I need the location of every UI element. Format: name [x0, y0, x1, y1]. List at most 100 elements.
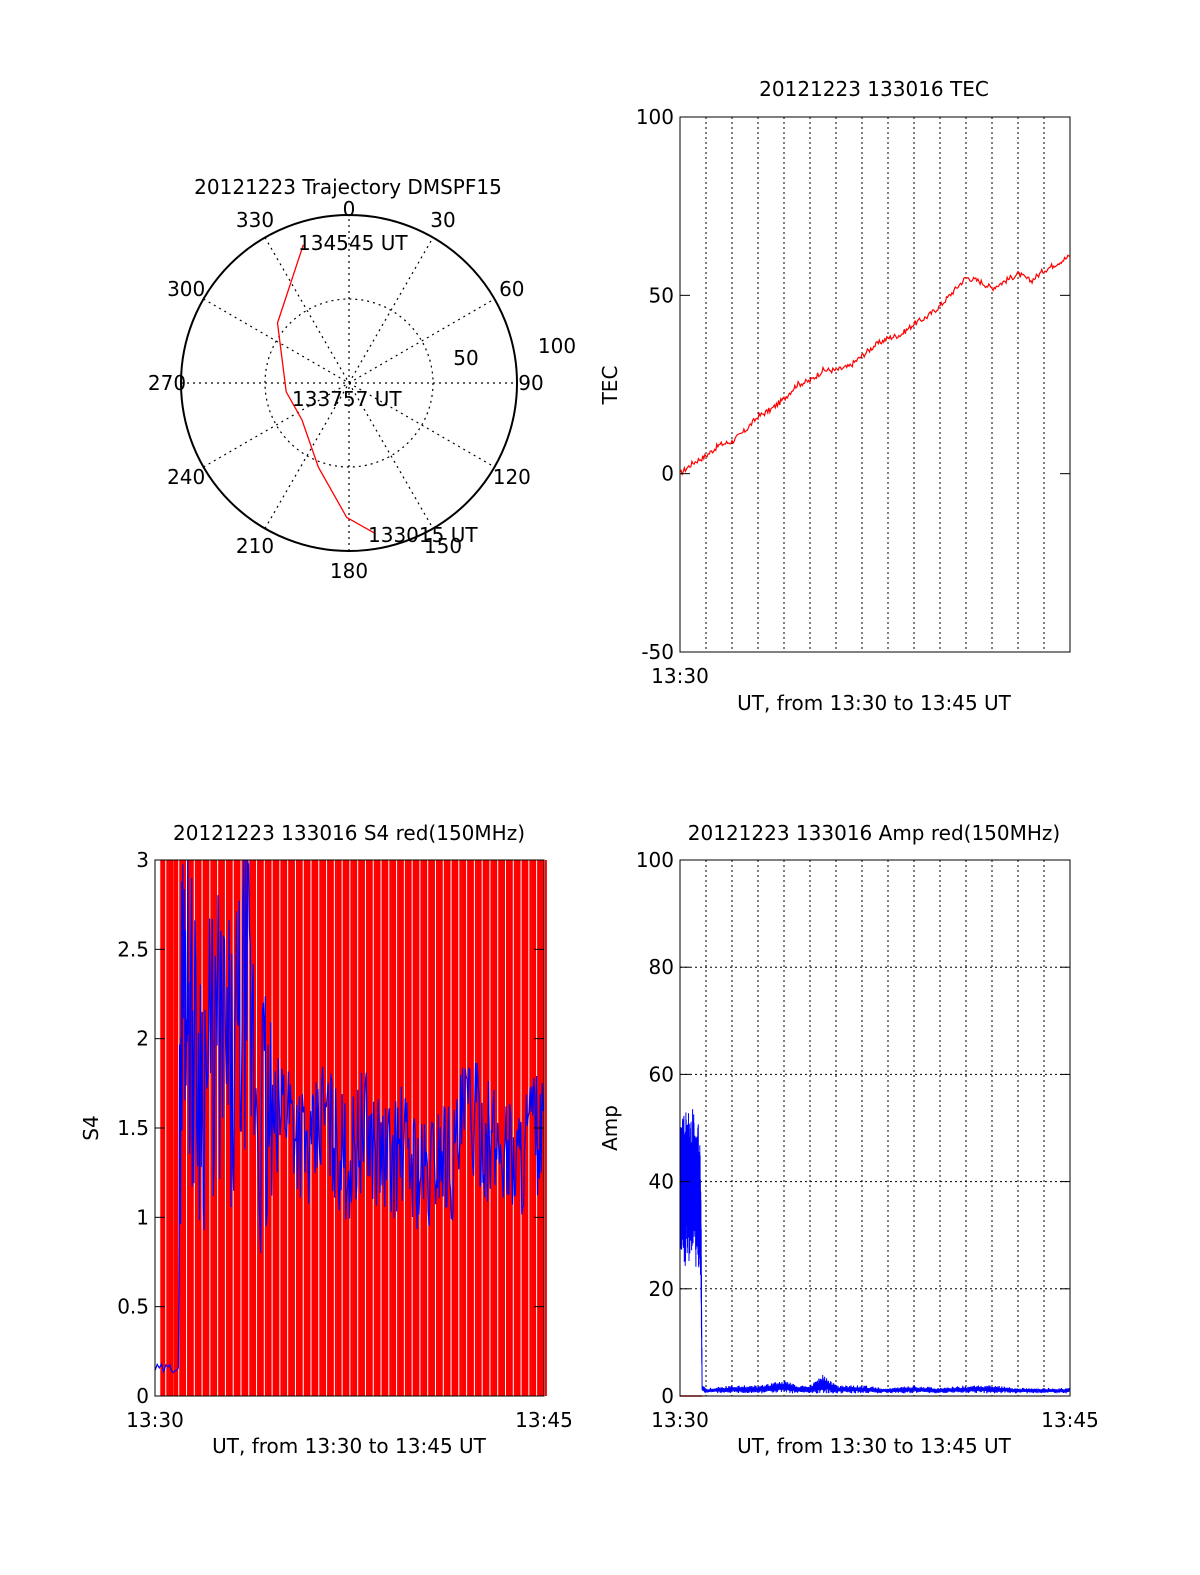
s4-red-spike: [435, 860, 438, 1396]
s4-red-spike: [249, 860, 252, 1396]
polar-azimuth-label: 210: [236, 534, 274, 558]
polar-azimuth-label: 150: [424, 534, 462, 558]
s4-ytick-label: 3: [136, 848, 149, 872]
tec-ylabel: TEC: [598, 366, 622, 406]
polar-annotation-mid: 133757 UT: [292, 387, 402, 411]
s4-red-spike: [521, 860, 524, 1396]
amp-ytick-label: 60: [649, 1062, 674, 1086]
s4-ytick-label: 1: [136, 1205, 149, 1229]
polar-azimuth-label: 120: [493, 465, 531, 489]
s4-red-spike: [181, 860, 187, 1396]
amp-blue-line: [679, 1109, 1070, 1395]
amp-xlabel: UT, from 13:30 to 13:45 UT: [737, 1434, 1012, 1458]
s4-red-spike: [507, 860, 513, 1396]
s4-blue-line: [154, 859, 544, 1374]
s4-ylabel: S4: [79, 1115, 103, 1140]
s4-red-spike: [344, 860, 350, 1396]
amp-ytick-label: 0: [661, 1384, 674, 1408]
amp-xtick-label: 13:45: [1041, 1408, 1099, 1432]
s4-red-spike: [500, 860, 506, 1396]
s4-red-spike: [531, 860, 537, 1396]
s4-red-spike: [429, 860, 435, 1396]
s4-red-spike: [350, 860, 353, 1396]
s4-red-spike: [274, 860, 280, 1396]
s4-red-spike: [219, 860, 225, 1396]
polar-panel: 20121223 Trajectory DMSPF15 0 30 60 90 120 15…: [148, 175, 576, 583]
s4-red-spike: [428, 860, 431, 1396]
polar-radial-label: 50: [453, 346, 478, 370]
s4-red-spike: [451, 860, 454, 1396]
s4-red-spike: [513, 860, 516, 1396]
polar-annotation-end: 134545 UT: [298, 231, 408, 255]
s4-red-spike: [529, 860, 532, 1396]
s4-ytick-label: 2.5: [117, 937, 149, 961]
tec-series: [679, 254, 1071, 477]
s4-xtick-label: 13:30: [126, 1408, 184, 1432]
polar-series: [276, 244, 376, 535]
s4-red-spike: [498, 860, 501, 1396]
amp-ytick-label: 20: [649, 1277, 674, 1301]
s4-red-spike: [544, 860, 547, 1396]
amp-frame: [679, 859, 1071, 1397]
s4-red-spike: [391, 860, 397, 1396]
s4-red-spike: [336, 860, 342, 1396]
s4-red-spike: [168, 860, 174, 1396]
s4-red-spike: [490, 860, 493, 1396]
s4-red-spike: [173, 860, 179, 1396]
amp-ytick-label: 40: [649, 1170, 674, 1194]
s4-red-spike: [506, 860, 509, 1396]
s4-red-spike: [210, 860, 213, 1396]
s4-xlabel: UT, from 13:30 to 13:45 UT: [212, 1434, 487, 1458]
amp-grid: [680, 860, 1070, 1396]
polar-azimuth-label: 300: [167, 277, 205, 301]
s4-red-spike: [241, 860, 244, 1396]
polar-azimuth-label: 90: [518, 371, 543, 395]
s4-red-spike: [166, 860, 169, 1396]
amp-series: [679, 1109, 1070, 1397]
polar-azimuth-label: 180: [330, 559, 368, 583]
s4-red-spike: [327, 860, 330, 1396]
s4-red-spike: [187, 860, 190, 1396]
s4-red-spike: [461, 860, 467, 1396]
polar-azimuth-label: 60: [499, 277, 524, 301]
s4-red-spike: [280, 860, 283, 1396]
polar-annotation-start: 133015 UT: [368, 523, 478, 547]
s4-xtick-label: 13:45: [515, 1408, 573, 1432]
amp-ytick-label: 100: [636, 848, 674, 872]
tec-xtick-label: 13:30: [651, 664, 709, 688]
s4-red-spike: [188, 860, 194, 1396]
tec-ytick-label: -50: [641, 640, 674, 664]
s4-red-spike: [289, 860, 295, 1396]
amp-xtick-label: 13:30: [651, 1408, 709, 1432]
s4-red-spike: [352, 860, 358, 1396]
amp-title: 20121223 133016 Amp red(150MHz): [688, 821, 1060, 845]
amp-panel: 20121223 133016 Amp red(150MHz) 0 20 40 60 8…: [598, 821, 1099, 1458]
s4-ytick-label: 1.5: [117, 1116, 149, 1140]
s4-red-spike: [233, 860, 236, 1396]
s4-red-spike: [328, 860, 334, 1396]
tec-panel: 20121223 133016 TEC -50 0 50 100 13:30 TEC U…: [598, 77, 1071, 715]
s4-ytick-label: 2: [136, 1027, 149, 1051]
s4-red-spike: [515, 860, 521, 1396]
amp-ytick-label: 80: [649, 955, 674, 979]
polar-azimuth-label: 330: [236, 208, 274, 232]
polar-azimuth-label: 0: [343, 197, 356, 221]
s4-panel: 20121223 133016 S4 red(150MHz) 0 0.5 1 1.5 2…: [79, 821, 573, 1458]
tec-line: [679, 254, 1071, 477]
s4-red-spike: [406, 860, 412, 1396]
s4-red-spike: [484, 860, 490, 1396]
s4-ytick-label: 0: [136, 1384, 149, 1408]
polar-labels: 0 30 60 90 120 150 180 210 240 270 300 330 50 100: [148, 197, 576, 583]
tec-xlabel: UT, from 13:30 to 13:45 UT: [737, 691, 1012, 715]
polar-azimuth-label: 30: [430, 208, 455, 232]
s4-red-spike: [474, 860, 477, 1396]
s4-red-spike: [358, 860, 361, 1396]
s4-ticks: 0 0.5 1 1.5 2 2.5 3 13:30 13:45: [117, 848, 573, 1432]
s4-red-spike: [414, 860, 420, 1396]
s4-red-spike: [288, 860, 291, 1396]
tec-title: 20121223 133016 TEC: [759, 77, 989, 101]
s4-red-spike: [204, 860, 210, 1396]
s4-red-spike: [305, 860, 311, 1396]
s4-red-spike: [311, 860, 314, 1396]
s4-red-spike: [404, 860, 407, 1396]
